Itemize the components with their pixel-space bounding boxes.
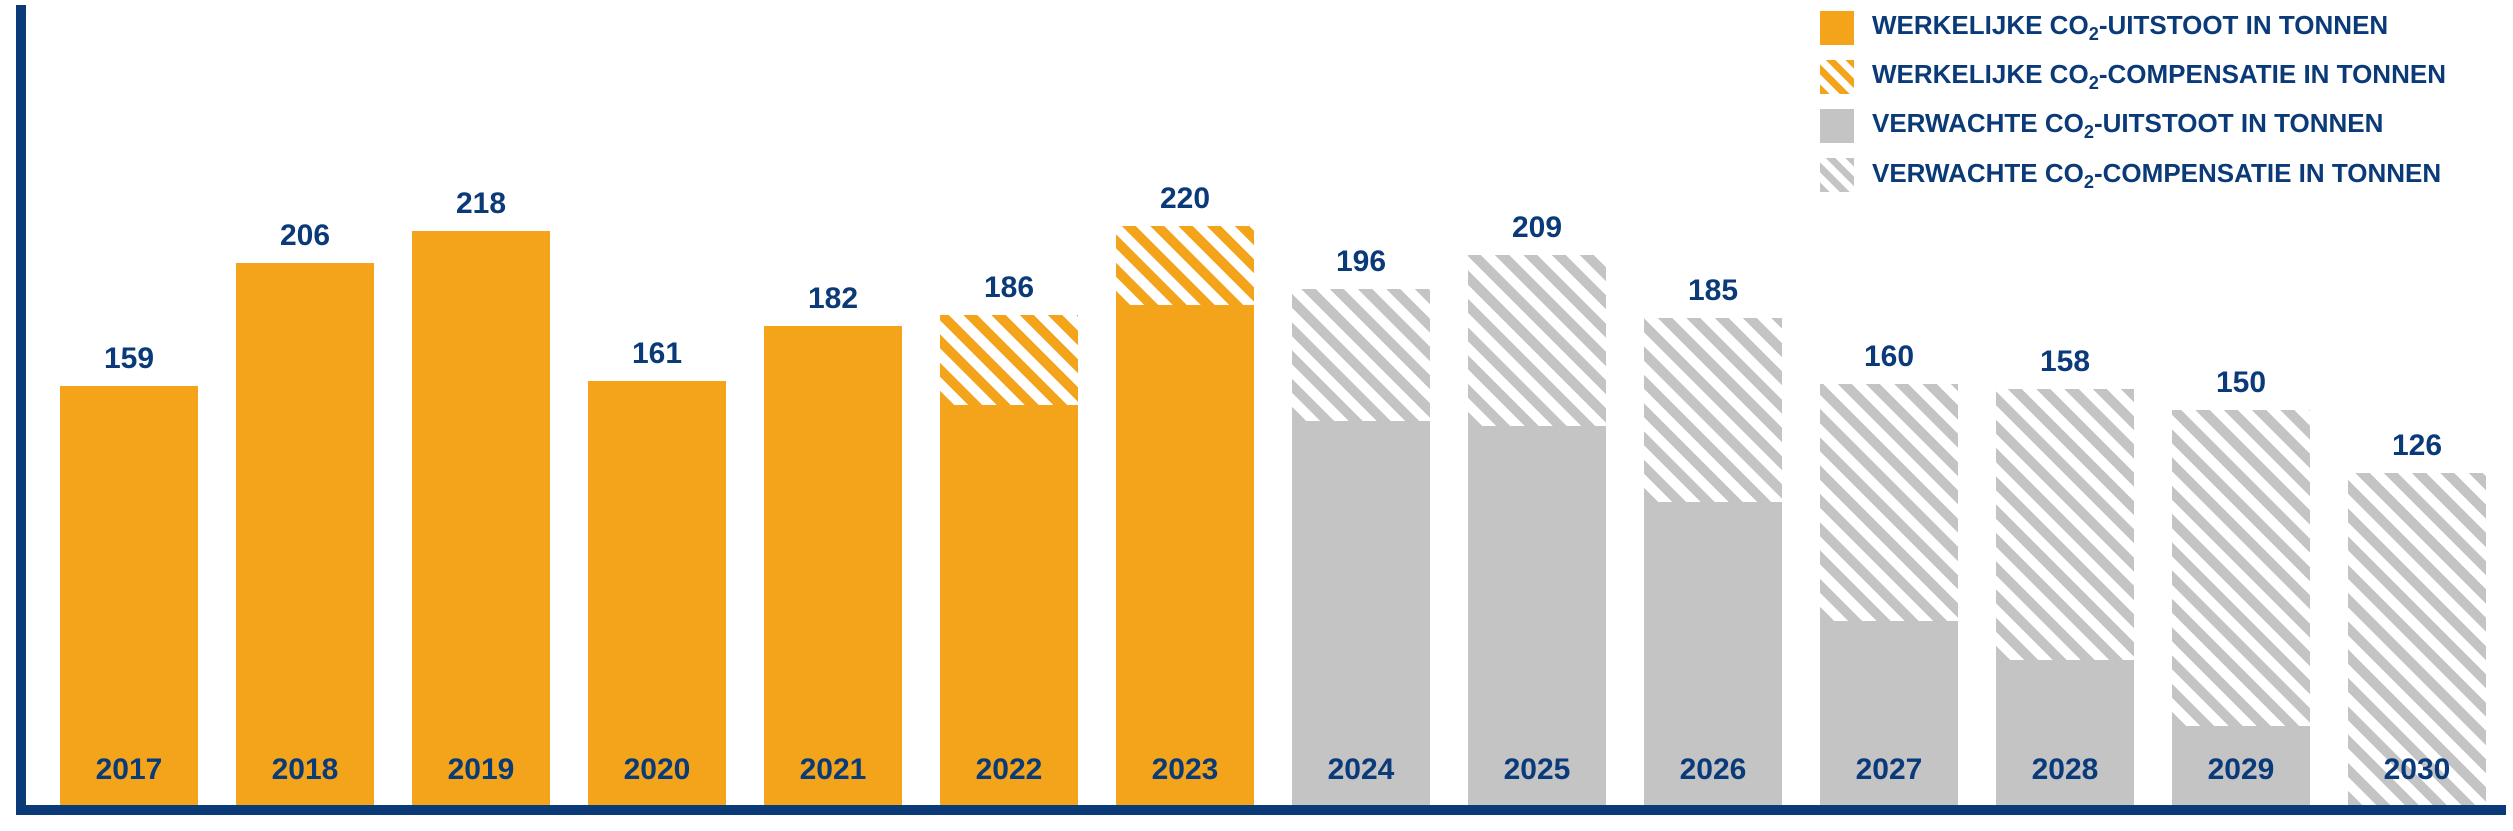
- bar-2019: 2182019: [412, 231, 550, 805]
- legend-item: VERWACHTE CO2-UITSTOOT IN TONNEN: [1820, 108, 2446, 143]
- bar-2021-emission: [764, 326, 902, 805]
- legend-label: WERKELIJKE CO2-COMPENSATIE IN TONNEN: [1872, 59, 2446, 94]
- bar-value-label: 220: [1160, 182, 1210, 216]
- bar-2022: 1862022: [940, 315, 1078, 805]
- bar-2018-emission: [236, 263, 374, 805]
- bar-2024-emission: [1292, 421, 1430, 805]
- co2-bar-chart: 1592017206201821820191612020182202118620…: [0, 0, 2513, 831]
- legend-swatch: [1820, 158, 1854, 192]
- bar-value-label: 161: [632, 337, 682, 371]
- bar-value-label: 160: [1864, 340, 1914, 374]
- bar-value-label: 186: [984, 271, 1034, 305]
- bar-2026: 1852026: [1644, 318, 1782, 805]
- bar-value-label: 185: [1688, 274, 1738, 308]
- bar-year-label: 2019: [448, 753, 515, 787]
- bar-value-label: 158: [2040, 345, 2090, 379]
- legend: WERKELIJKE CO2-UITSTOOT IN TONNEN WERKELI…: [1820, 10, 2446, 207]
- bar-year-label: 2027: [1856, 753, 1923, 787]
- bar-value-label: 196: [1336, 245, 1386, 279]
- bar-2020-emission: [588, 381, 726, 805]
- bar-2028: 1582028: [1996, 389, 2134, 805]
- bar-year-label: 2029: [2208, 753, 2275, 787]
- legend-label: VERWACHTE CO2-UITSTOOT IN TONNEN: [1872, 108, 2383, 143]
- bar-value-label: 126: [2392, 429, 2442, 463]
- legend-swatch: [1820, 109, 1854, 143]
- bar-value-label: 206: [280, 219, 330, 253]
- bar-2022-emission: [940, 405, 1078, 805]
- bar-2018: 2062018: [236, 263, 374, 805]
- legend-item: WERKELIJKE CO2-UITSTOOT IN TONNEN: [1820, 10, 2446, 45]
- bar-2025-emission: [1468, 426, 1606, 805]
- bar-value-label: 159: [104, 342, 154, 376]
- legend-label: VERWACHTE CO2-COMPENSATIE IN TONNEN: [1872, 158, 2441, 193]
- bar-2028-compensation: [1996, 389, 2134, 660]
- bar-value-label: 182: [808, 282, 858, 316]
- bar-value-label: 209: [1512, 211, 1562, 245]
- bar-year-label: 2030: [2384, 753, 2451, 787]
- bar-2025: 2092025: [1468, 255, 1606, 805]
- bar-2019-emission: [412, 231, 550, 805]
- bar-value-label: 150: [2216, 366, 2266, 400]
- bar-year-label: 2017: [96, 753, 163, 787]
- bar-2017-emission: [60, 386, 198, 805]
- bar-year-label: 2021: [800, 753, 867, 787]
- bar-year-label: 2026: [1680, 753, 1747, 787]
- bar-2021: 1822021: [764, 326, 902, 805]
- bar-2017: 1592017: [60, 386, 198, 805]
- bar-2023: 2202023: [1116, 226, 1254, 805]
- bar-year-label: 2023: [1152, 753, 1219, 787]
- legend-item: VERWACHTE CO2-COMPENSATIE IN TONNEN: [1820, 158, 2446, 193]
- legend-swatch: [1820, 60, 1854, 94]
- bar-2022-compensation: [940, 315, 1078, 405]
- bar-year-label: 2028: [2032, 753, 2099, 787]
- legend-item: WERKELIJKE CO2-COMPENSATIE IN TONNEN: [1820, 59, 2446, 94]
- bar-year-label: 2020: [624, 753, 691, 787]
- bar-2029: 1502029: [2172, 410, 2310, 805]
- bar-2020: 1612020: [588, 381, 726, 805]
- bar-2026-compensation: [1644, 318, 1782, 502]
- bar-2023-emission: [1116, 305, 1254, 805]
- bar-year-label: 2018: [272, 753, 339, 787]
- bar-2027-compensation: [1820, 384, 1958, 621]
- legend-swatch: [1820, 11, 1854, 45]
- bar-year-label: 2024: [1328, 753, 1395, 787]
- bar-2029-compensation: [2172, 410, 2310, 726]
- legend-label: WERKELIJKE CO2-UITSTOOT IN TONNEN: [1872, 10, 2388, 45]
- bar-2024: 1962024: [1292, 289, 1430, 805]
- bar-2027: 1602027: [1820, 384, 1958, 805]
- bar-2024-compensation: [1292, 289, 1430, 421]
- bar-year-label: 2022: [976, 753, 1043, 787]
- bar-2025-compensation: [1468, 255, 1606, 426]
- bar-year-label: 2025: [1504, 753, 1571, 787]
- bar-value-label: 218: [456, 187, 506, 221]
- bar-2023-compensation: [1116, 226, 1254, 305]
- bar-2030: 1262030: [2348, 473, 2486, 805]
